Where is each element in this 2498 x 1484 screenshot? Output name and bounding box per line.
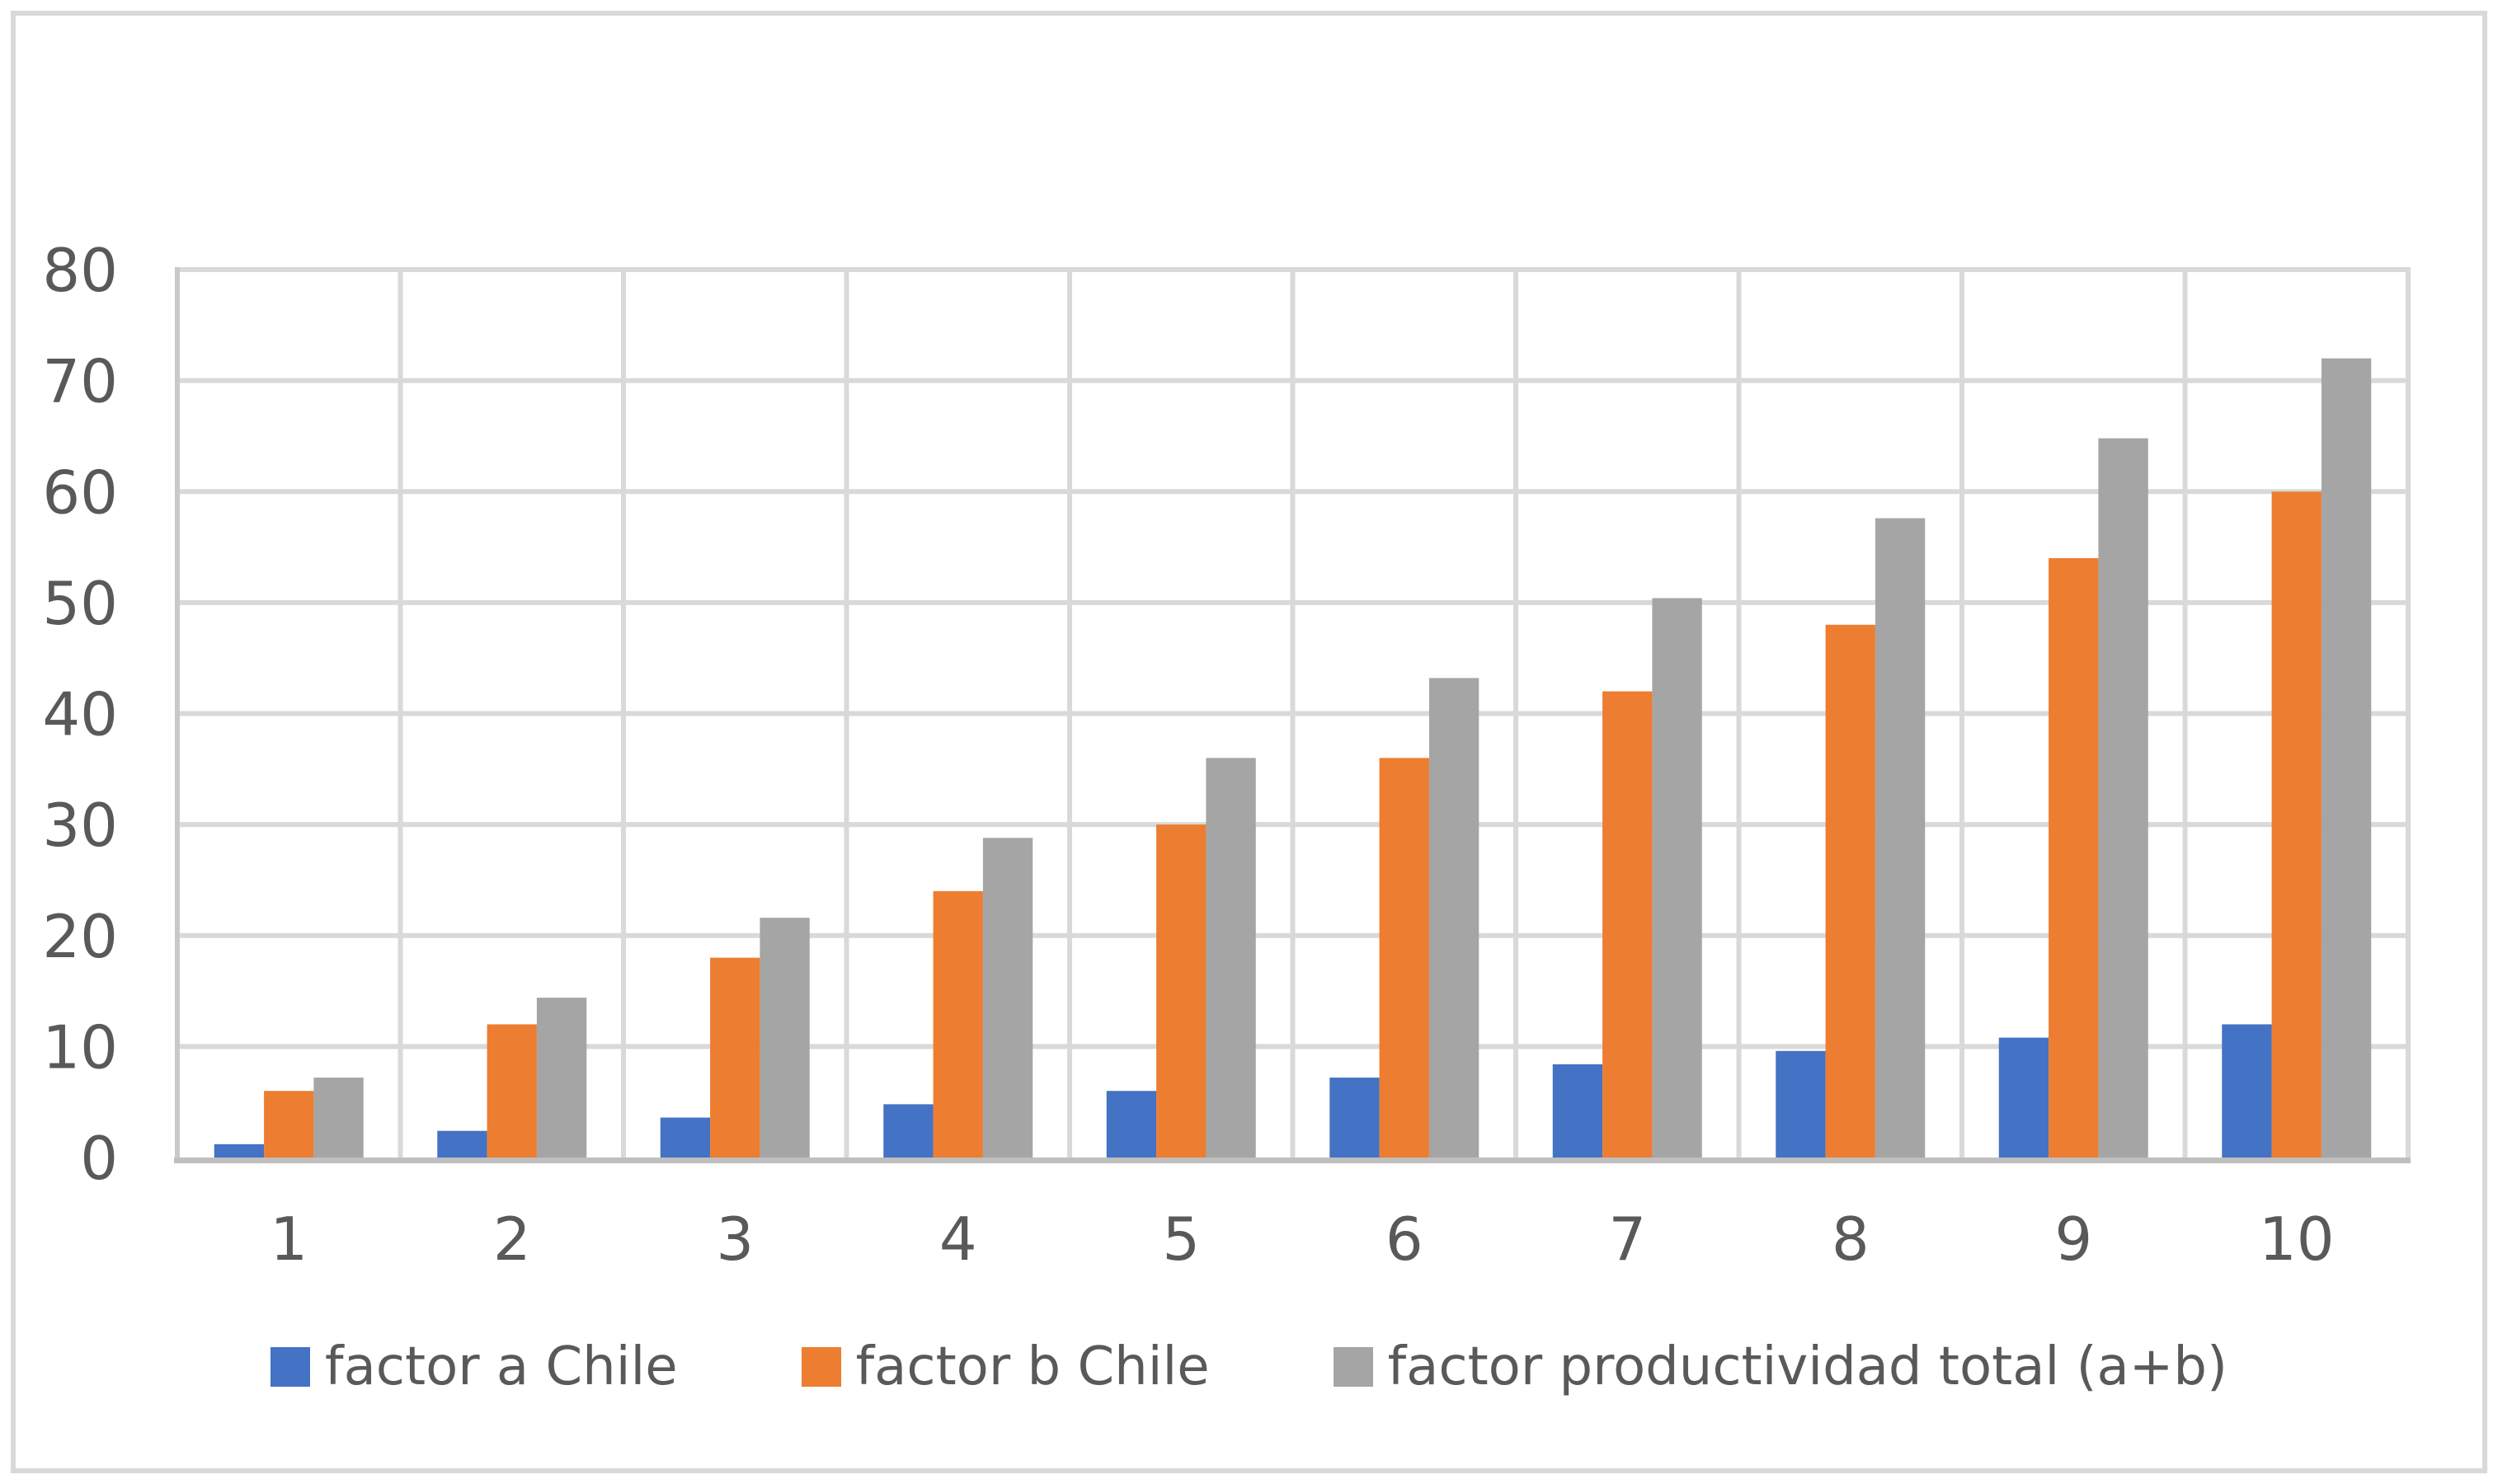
x-tick-label-6: 6 xyxy=(1385,1205,1423,1274)
legend-item-3: factor productividad total (a+b) xyxy=(1333,1336,2228,1397)
bar-series2-cat5 xyxy=(1156,824,1207,1158)
y-axis-tick-labels: 0 10 20 30 40 50 60 70 80 xyxy=(42,236,118,1193)
legend-item-2: factor b Chile xyxy=(801,1336,1210,1397)
legend-label: factor b Chile xyxy=(855,1336,1210,1397)
y-tick-label-50: 50 xyxy=(42,569,118,638)
bar-series2-cat10 xyxy=(2271,491,2322,1158)
legend-item-1: factor a Chile xyxy=(270,1336,678,1397)
bar-series1-cat3 xyxy=(660,1117,711,1158)
x-tick-label-10: 10 xyxy=(2259,1205,2335,1274)
x-axis-line xyxy=(174,1158,2411,1163)
bar-series3-cat6 xyxy=(1428,678,1480,1158)
y-tick-label-20: 20 xyxy=(42,902,118,971)
bar-series1-cat2 xyxy=(437,1130,487,1158)
bar-series2-cat8 xyxy=(1825,624,1875,1158)
v-gridline-7 xyxy=(1736,267,1742,1158)
x-tick-label-9: 9 xyxy=(2054,1205,2092,1274)
bars xyxy=(214,358,2372,1158)
bar-series3-cat5 xyxy=(1206,758,1256,1158)
bar-series2-cat9 xyxy=(2049,558,2099,1158)
bar-series3-cat7 xyxy=(1652,598,1702,1158)
gridlines xyxy=(177,267,2411,1158)
y-tick-label-10: 10 xyxy=(42,1012,118,1082)
bar-series2-cat7 xyxy=(1602,691,1653,1158)
v-gridline-3 xyxy=(844,267,849,1158)
chart-border xyxy=(11,11,2487,1473)
x-axis-tick-labels: 1 2 3 4 5 6 7 8 9 10 xyxy=(270,1205,2334,1274)
bar-series2-cat4 xyxy=(933,890,983,1158)
bar-series3-cat2 xyxy=(536,998,587,1158)
y-tick-label-60: 60 xyxy=(42,458,118,527)
x-tick-label-8: 8 xyxy=(1832,1205,1870,1274)
bar-series3-cat8 xyxy=(1875,518,1926,1158)
v-gridline-2 xyxy=(621,267,626,1158)
y-tick-label-40: 40 xyxy=(42,680,118,749)
y-tick-label-30: 30 xyxy=(42,791,118,860)
y-tick-label-0: 0 xyxy=(80,1124,118,1193)
x-tick-label-3: 3 xyxy=(716,1205,754,1274)
bar-series1-cat6 xyxy=(1329,1078,1380,1158)
axis-lines xyxy=(174,267,2411,1163)
y-axis-line xyxy=(175,267,180,1163)
v-gridline-10 xyxy=(2406,267,2411,1158)
legend-swatch-icon xyxy=(801,1347,841,1387)
bar-series3-cat9 xyxy=(2098,438,2148,1158)
legend-swatch-icon xyxy=(1333,1347,1373,1387)
v-gridline-8 xyxy=(1959,267,1964,1158)
x-tick-label-2: 2 xyxy=(493,1205,531,1274)
bar-series2-cat1 xyxy=(264,1091,314,1158)
bar-series1-cat7 xyxy=(1552,1064,1603,1158)
x-tick-label-4: 4 xyxy=(939,1205,977,1274)
x-tick-label-1: 1 xyxy=(270,1205,308,1274)
y-tick-label-80: 80 xyxy=(42,236,118,305)
y-tick-label-70: 70 xyxy=(42,347,118,416)
x-tick-label-7: 7 xyxy=(1608,1205,1646,1274)
legend-label: factor productividad total (a+b) xyxy=(1387,1336,2228,1397)
bar-series1-cat4 xyxy=(883,1104,934,1158)
chart-outer-border xyxy=(11,11,2487,1473)
v-gridline-6 xyxy=(1513,267,1518,1158)
bar-series2-cat6 xyxy=(1379,758,1429,1158)
chart-legend: factor a Chile factor b Chile factor produ… xyxy=(0,1336,2498,1397)
bar-series1-cat8 xyxy=(1776,1050,1826,1158)
legend-label: factor a Chile xyxy=(325,1336,678,1397)
bar-series3-cat3 xyxy=(760,918,810,1158)
v-gridline-5 xyxy=(1290,267,1296,1158)
v-gridline-4 xyxy=(1067,267,1072,1158)
v-gridline-9 xyxy=(2182,267,2188,1158)
x-tick-label-5: 5 xyxy=(1162,1205,1200,1274)
bar-series1-cat5 xyxy=(1106,1091,1157,1158)
bar-series1-cat10 xyxy=(2222,1024,2272,1158)
legend-swatch-icon xyxy=(270,1347,311,1387)
v-gridline-1 xyxy=(398,267,403,1158)
bar-series2-cat2 xyxy=(487,1024,537,1158)
bar-series3-cat4 xyxy=(982,838,1033,1158)
bar-series1-cat9 xyxy=(1998,1037,2049,1158)
bar-series1-cat1 xyxy=(214,1144,265,1158)
bar-series3-cat1 xyxy=(313,1078,364,1158)
bar-series3-cat10 xyxy=(2321,358,2372,1158)
bar-series2-cat3 xyxy=(710,957,760,1158)
